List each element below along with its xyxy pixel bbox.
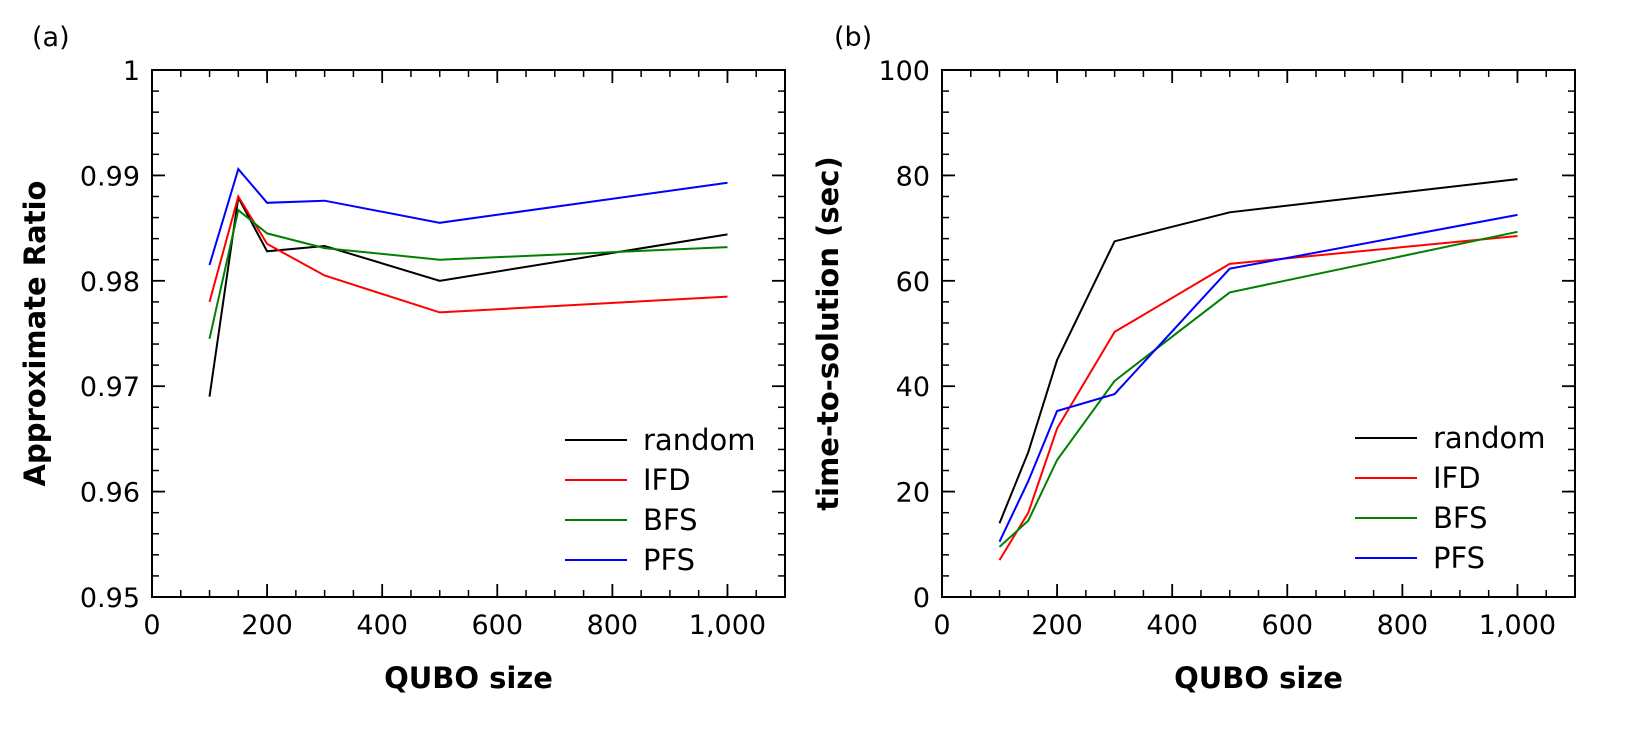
- y-tick-label: 0.98: [80, 267, 140, 298]
- legend-label-ifd: IFD: [643, 463, 691, 497]
- y-tick-label: 0: [913, 583, 930, 614]
- series-line-random: [998, 178, 1518, 524]
- x-tick-label: 0: [933, 610, 950, 641]
- y-tick-label: 0.97: [80, 372, 140, 403]
- y-tick-label: 60: [896, 267, 930, 298]
- legend-label-bfs: BFS: [1433, 501, 1487, 535]
- x-tick-label: 600: [1261, 610, 1313, 641]
- panel-label: (a): [32, 22, 70, 53]
- legend-label-bfs: BFS: [643, 503, 697, 537]
- panel-label: (b): [834, 22, 872, 53]
- x-tick-label: 600: [471, 610, 523, 641]
- y-tick-label: 0.96: [80, 478, 140, 509]
- x-tick-label: 0: [143, 610, 160, 641]
- y-tick-label: 1: [123, 56, 140, 87]
- chart-panel-b: (b) 0 200 400 600 800 1,000 0 20 40 60 80 100 QUBO si…: [811, 22, 1576, 695]
- x-tick-label: 800: [1377, 610, 1429, 641]
- y-axis-title: time-to-solution (sec): [811, 156, 845, 510]
- x-tick-label: 1,000: [1479, 610, 1556, 641]
- series-line-bfs: [998, 230, 1518, 548]
- y-tick-label: 100: [878, 56, 930, 87]
- legend-label-pfs: PFS: [1433, 541, 1485, 575]
- series-line-pfs: [208, 167, 728, 266]
- legend-label-random: random: [643, 423, 755, 457]
- legend: random IFD BFS PFS: [1355, 421, 1545, 575]
- x-tick-label: 1,000: [689, 610, 766, 641]
- x-axis-title: QUBO size: [1174, 661, 1343, 695]
- series-line-ifd: [208, 193, 728, 314]
- y-tick-label: 20: [896, 478, 930, 509]
- legend-label-pfs: PFS: [643, 543, 695, 577]
- y-tick-label: 40: [896, 372, 930, 403]
- x-tick-label: 200: [241, 610, 293, 641]
- chart-panel-a: (a) 0 200 400 600 800 1,000 0.95 0.96 0.97 0.98 0.9…: [18, 22, 786, 695]
- legend-label-random: random: [1433, 421, 1545, 455]
- series-line-pfs: [998, 213, 1518, 543]
- y-tick-label: 0.95: [80, 583, 140, 614]
- x-axis-title: QUBO size: [384, 661, 553, 695]
- plot-frame: [941, 69, 1576, 598]
- x-tick-label: 200: [1031, 610, 1083, 641]
- plot-frame: [151, 69, 786, 598]
- legend-label-ifd: IFD: [1433, 461, 1481, 495]
- x-tick-label: 400: [1146, 610, 1198, 641]
- x-tick-label: 800: [587, 610, 639, 641]
- legend: random IFD BFS PFS: [565, 423, 755, 577]
- y-tick-label: 0.99: [80, 161, 140, 192]
- series-line-bfs: [208, 208, 728, 340]
- series-line-random: [208, 194, 728, 397]
- y-axis-title: Approximate Ratio: [18, 181, 52, 487]
- x-tick-label: 400: [356, 610, 408, 641]
- y-tick-label: 80: [896, 161, 930, 192]
